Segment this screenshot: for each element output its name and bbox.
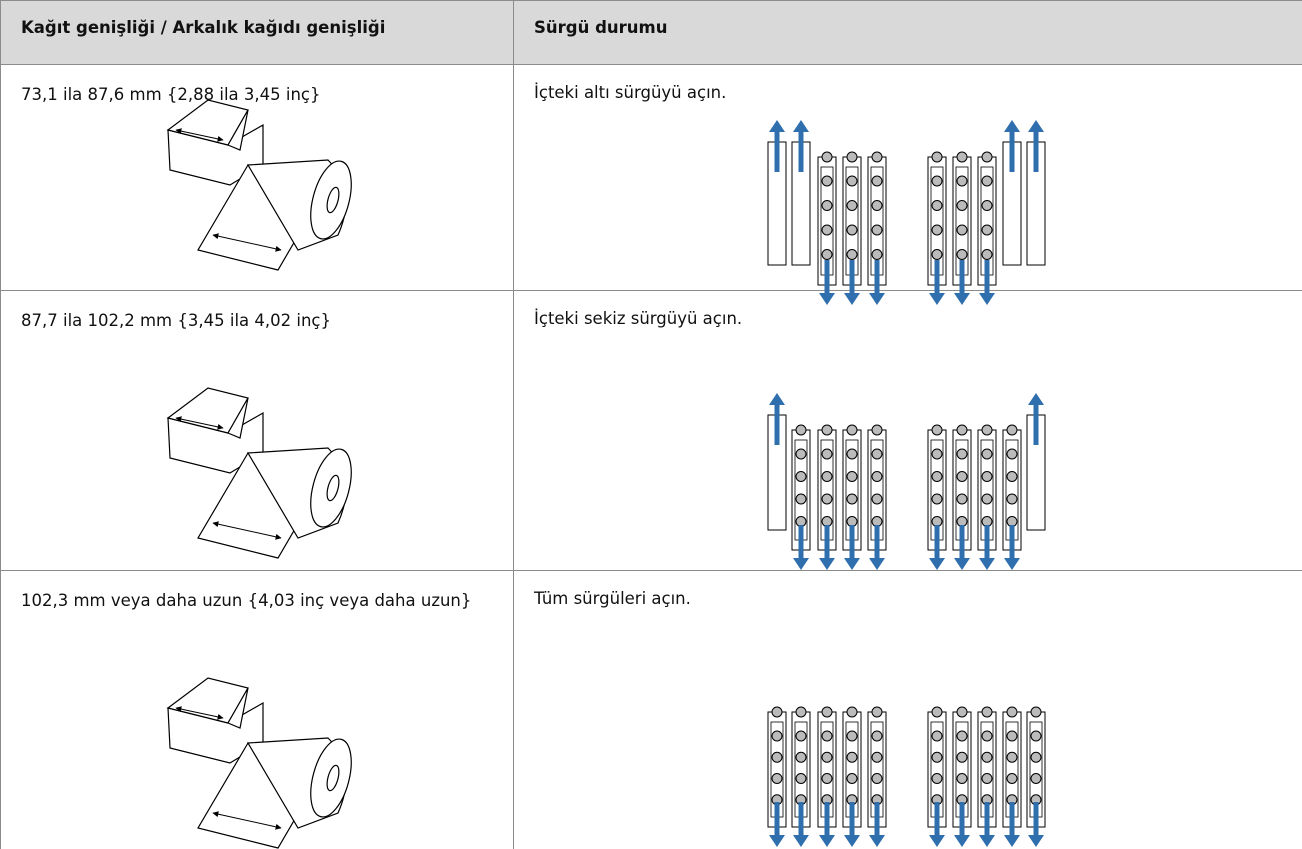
header-cell: Sürgü durumu	[513, 0, 1302, 65]
header-row: Kağıt genişliği / Arkalık kağıdı genişli…	[0, 0, 1302, 65]
cell: 73,1 ila 87,6 mm {2,88 ila 3,45 inç}	[0, 64, 514, 291]
action-text: İçteki sekiz sürgüyü açın.	[534, 309, 743, 328]
cell: 102,3 mm veya daha uzun {4,03 inç veya d…	[0, 570, 514, 849]
cell: İçteki altı sürgüyü açın.	[513, 64, 1302, 291]
cell: 87,7 ila 102,2 mm {3,45 ila 4,02 inç}	[0, 290, 514, 571]
row: 73,1 ila 87,6 mm {2,88 ila 3,45 inç} İçt…	[0, 64, 1302, 291]
row: 87,7 ila 102,2 mm {3,45 ila 4,02 inç} İç…	[0, 290, 1302, 571]
width-text: 73,1 ila 87,6 mm {2,88 ila 3,45 inç}	[21, 85, 321, 104]
cell: Tüm sürgüleri açın.	[513, 570, 1302, 849]
header-cell: Kağıt genişliği / Arkalık kağıdı genişli…	[0, 0, 514, 65]
row: 102,3 mm veya daha uzun {4,03 inç veya d…	[0, 570, 1302, 849]
action-text: Tüm sürgüleri açın.	[534, 589, 691, 608]
width-text: 102,3 mm veya daha uzun {4,03 inç veya d…	[21, 591, 472, 610]
width-text: 87,7 ila 102,2 mm {3,45 ila 4,02 inç}	[21, 311, 331, 330]
cell: İçteki sekiz sürgüyü açın.	[513, 290, 1302, 571]
action-text: İçteki altı sürgüyü açın.	[534, 83, 727, 102]
